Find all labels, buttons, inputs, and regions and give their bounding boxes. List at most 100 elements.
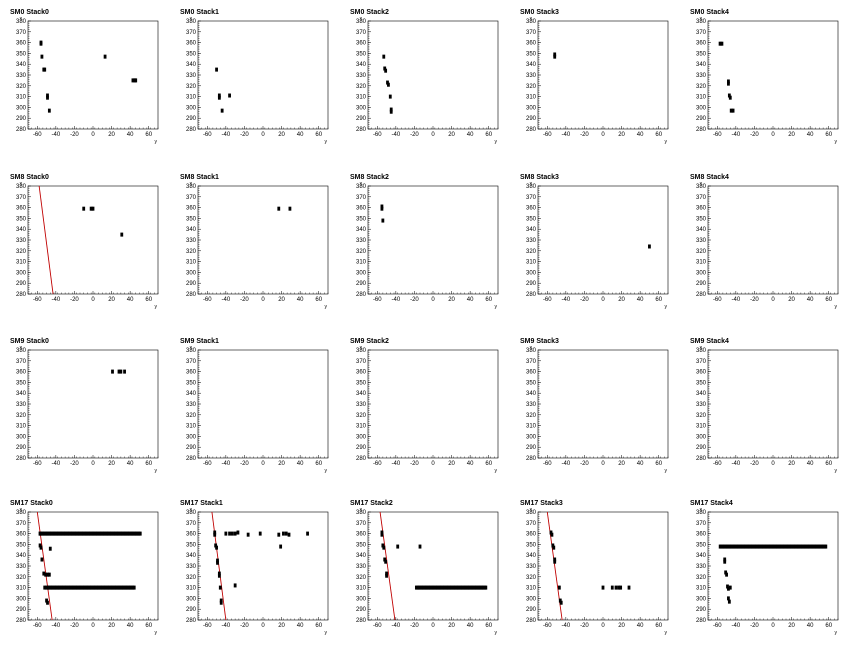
x-tick-label: -20 <box>240 132 249 138</box>
data-point <box>798 544 801 549</box>
data-point <box>805 544 808 549</box>
data-point <box>52 585 55 590</box>
data-point <box>777 544 780 549</box>
y-tick-label: 370 <box>186 30 197 36</box>
data-point <box>614 585 618 590</box>
data-point <box>416 585 419 590</box>
data-point <box>791 544 794 549</box>
y-tick-label: 310 <box>696 424 707 430</box>
data-point <box>823 544 826 549</box>
y-axis-label: x <box>530 181 533 187</box>
data-point <box>90 531 93 536</box>
y-tick-label: 290 <box>526 116 537 122</box>
x-tick-label: 40 <box>637 132 644 138</box>
y-tick-label: 340 <box>186 553 197 559</box>
y-tick-label: 380 <box>186 348 197 354</box>
chart-title: SM0 Stack0 <box>10 9 49 16</box>
x-tick-label: 40 <box>467 623 474 629</box>
data-point <box>43 585 47 590</box>
data-point <box>387 82 390 87</box>
y-tick-label: 340 <box>696 227 707 233</box>
data-point <box>116 531 120 536</box>
y-tick-label: 310 <box>356 586 367 592</box>
chart-panel: SM0 Stack1 280 290 300 310 320 330 340 350 360 370… <box>180 9 329 145</box>
y-tick-label: 300 <box>16 434 27 440</box>
chart-panel: SM17 Stack4 280 290 300 310 320 330 340 350 360 37… <box>690 500 839 636</box>
data-point <box>449 585 453 590</box>
data-point <box>419 585 422 590</box>
data-point <box>120 232 124 237</box>
data-point <box>102 585 105 590</box>
y-tick-label: 280 <box>696 618 707 624</box>
plot-frame <box>27 349 159 459</box>
data-point <box>40 557 44 562</box>
data-point <box>46 585 50 590</box>
data-point <box>742 544 746 549</box>
y-tick-label: 370 <box>356 30 367 36</box>
data-point <box>748 544 751 549</box>
y-tick-label: 290 <box>356 445 367 451</box>
y-tick-label: 360 <box>696 206 707 212</box>
y-tick-label: 340 <box>526 227 537 233</box>
chart-title: SM9 Stack1 <box>180 338 219 345</box>
x-tick-label: 60 <box>825 623 832 629</box>
data-point <box>78 585 82 590</box>
data-point <box>87 531 91 536</box>
data-point <box>382 545 386 550</box>
data-point <box>41 531 45 536</box>
x-tick-label: -20 <box>580 461 589 467</box>
y-tick-label: 360 <box>356 370 367 376</box>
data-point <box>727 93 731 98</box>
data-point <box>559 600 563 605</box>
y-tick-label: 360 <box>526 41 537 47</box>
data-point <box>69 531 73 536</box>
data-point <box>431 585 435 590</box>
y-tick-label: 280 <box>356 127 367 133</box>
x-tick-label: 0 <box>91 623 95 629</box>
chart-title: SM8 Stack2 <box>350 174 389 181</box>
y-tick-label: 350 <box>16 542 27 548</box>
data-point <box>617 585 621 590</box>
x-tick-label: 60 <box>655 623 662 629</box>
data-point <box>382 54 386 59</box>
x-tick-label: 20 <box>108 623 115 629</box>
x-axis-label: y <box>665 304 668 310</box>
plot-frame <box>707 20 839 130</box>
x-tick-label: -40 <box>732 132 741 138</box>
y-tick-label: 320 <box>356 413 367 419</box>
data-point <box>383 66 387 71</box>
x-axis-label: y <box>835 630 838 636</box>
data-point <box>437 585 440 590</box>
data-point <box>86 531 89 536</box>
x-tick-label: 40 <box>807 623 814 629</box>
x-tick-label: -60 <box>543 132 552 138</box>
x-tick-label: 0 <box>431 132 435 138</box>
data-point <box>51 531 54 536</box>
x-tick-label: 40 <box>807 132 814 138</box>
data-point <box>122 531 125 536</box>
data-point <box>467 585 471 590</box>
plot-frame <box>197 20 329 130</box>
data-point <box>819 544 822 549</box>
y-tick-label: 290 <box>696 445 707 451</box>
track-line <box>379 511 396 621</box>
y-tick-label: 300 <box>186 270 197 276</box>
data-point <box>38 543 42 548</box>
x-tick-label: -20 <box>240 623 249 629</box>
x-axis-label: y <box>835 304 838 310</box>
y-tick-label: 300 <box>186 596 197 602</box>
data-point <box>123 585 126 590</box>
data-point <box>553 559 557 564</box>
data-point <box>724 570 728 575</box>
x-tick-label: 60 <box>315 623 322 629</box>
x-tick-label: 0 <box>431 623 435 629</box>
y-tick-label: 290 <box>696 116 707 122</box>
y-tick-label: 330 <box>186 564 197 570</box>
data-point <box>112 531 116 536</box>
data-point <box>130 531 134 536</box>
data-point <box>430 585 433 590</box>
y-tick-label: 290 <box>526 607 537 613</box>
y-tick-label: 330 <box>356 73 367 79</box>
data-point <box>386 80 389 85</box>
x-axis-label: y <box>665 630 668 636</box>
